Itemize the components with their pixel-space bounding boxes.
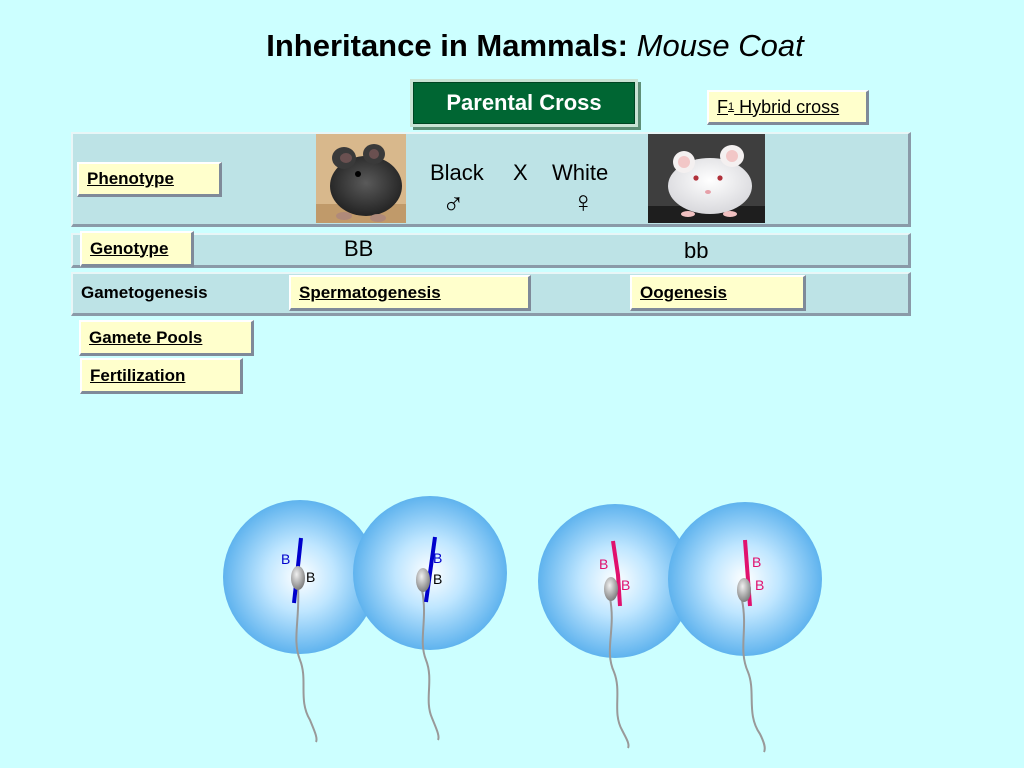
sperm-head [416, 568, 430, 592]
allele-bottom: B [621, 577, 630, 593]
f1-subscript: 1 [728, 101, 735, 113]
gamete-cell: B B [668, 502, 822, 753]
gamete-cell: B B [223, 500, 377, 743]
genotype-button[interactable]: Genotype [80, 231, 194, 267]
black-mouse-photo [316, 134, 406, 223]
phenotype-black: Black [430, 160, 484, 185]
sperm-tail [295, 585, 318, 743]
fertilization-button[interactable]: Fertilization [80, 358, 243, 394]
gamete-cell: B B [353, 496, 507, 741]
title-main: Inheritance in Mammals: [266, 28, 628, 63]
chromosome [424, 536, 437, 603]
genotype-row [71, 233, 911, 268]
sperm-head [291, 566, 305, 590]
genotype-male: BB [344, 236, 374, 261]
allele-top: B [281, 551, 290, 567]
gamete-pools-button[interactable]: Gamete Pools [79, 320, 254, 356]
phenotype-button[interactable]: Phenotype [77, 162, 222, 197]
genotype-female: bb [684, 238, 709, 263]
gamete-cell: B B [538, 504, 692, 749]
phenotype-white: White [552, 160, 609, 185]
male-symbol: ♂ [442, 188, 465, 221]
cross-symbol: X [513, 160, 528, 185]
sperm-tail [608, 597, 630, 749]
title-sub: Mouse Coat [636, 28, 804, 63]
allele-top: B [599, 556, 608, 572]
f1-suffix: Hybrid cross [734, 96, 840, 117]
gametogenesis-label: Gametogenesis [81, 283, 208, 302]
allele-top: B [433, 550, 442, 566]
sperm-head [737, 578, 751, 602]
f1-prefix: F [717, 96, 728, 117]
chromosome [611, 540, 622, 607]
sperm-tail [741, 599, 766, 753]
sperm-tail [421, 589, 440, 741]
allele-top: B [752, 554, 761, 570]
oogenesis-button[interactable]: Oogenesis [630, 275, 806, 311]
allele-bottom: B [755, 577, 764, 593]
page-title: Inheritance in Mammals: Mouse Coat [0, 28, 1024, 64]
phenotype-row [71, 132, 911, 227]
white-mouse-photo [648, 134, 765, 223]
allele-bottom: B [433, 571, 442, 587]
sperm-head [604, 577, 618, 601]
allele-bottom: B [306, 569, 315, 585]
female-symbol: ♀ [572, 186, 595, 219]
spermatogenesis-button[interactable]: Spermatogenesis [289, 275, 531, 311]
parental-cross-button[interactable]: Parental Cross [413, 82, 635, 124]
